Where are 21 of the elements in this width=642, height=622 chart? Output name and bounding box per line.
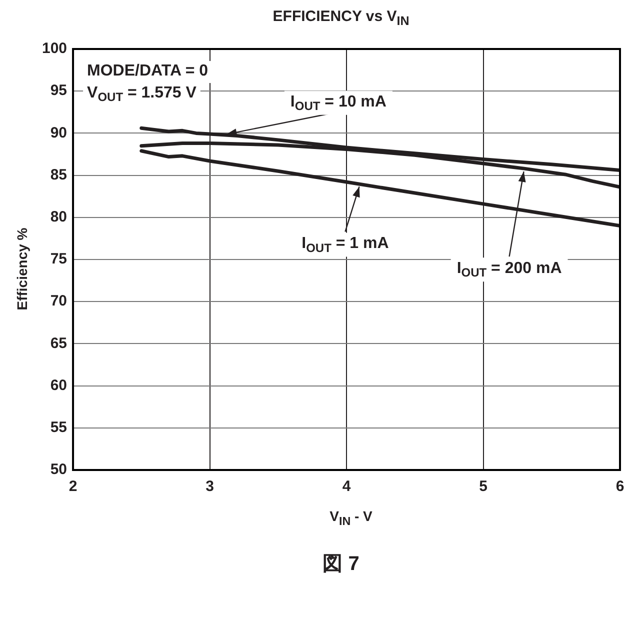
x-tick-label: 6 — [616, 478, 624, 496]
annotation: MODE/DATA = 0 — [87, 62, 208, 80]
y-tick-label: 95 — [50, 82, 68, 100]
y-axis-title: Efficiency % — [14, 228, 30, 310]
y-tick-label: 70 — [50, 292, 68, 310]
y-tick-label: 50 — [50, 461, 68, 478]
y-tick-label: 85 — [50, 166, 68, 184]
chart-title: EFFICIENCY vs V$_{IN}$ — [272, 8, 410, 28]
y-tick-label: 100 — [42, 40, 68, 58]
x-tick-label: 4 — [342, 478, 352, 496]
x-axis-title: V$_{IN}$ - V — [328, 508, 374, 528]
x-tick-label: 5 — [479, 478, 488, 496]
y-tick-label: 65 — [50, 334, 68, 352]
x-tick-label: 2 — [68, 478, 78, 496]
caption: 図 7 — [322, 552, 360, 577]
y-tick-label: 75 — [50, 250, 68, 268]
y-tick-label: 80 — [50, 208, 68, 226]
x-tick-label: 3 — [206, 478, 214, 496]
y-tick-label: 60 — [50, 376, 68, 394]
y-tick-label: 90 — [50, 124, 68, 142]
y-tick-label: 55 — [50, 419, 68, 436]
